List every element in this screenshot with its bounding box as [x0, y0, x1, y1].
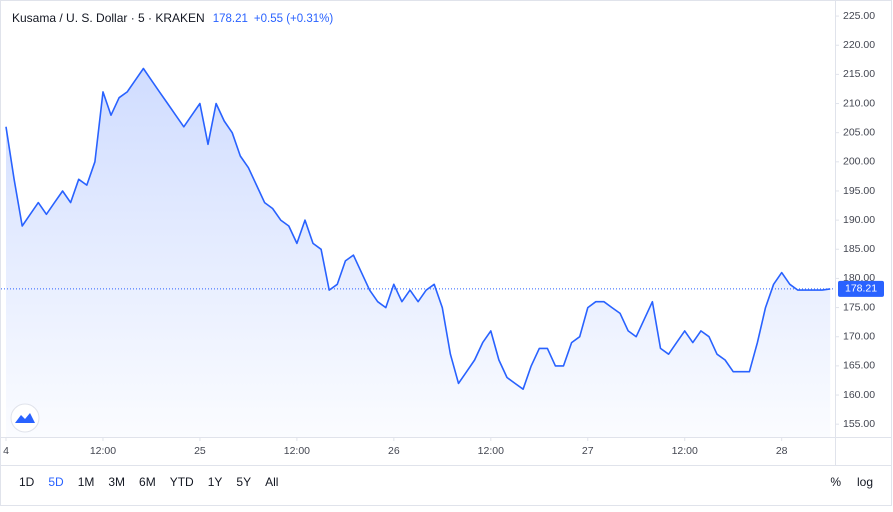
last-price-label: 178.21: [845, 283, 877, 295]
y-tick-label: 155.00: [843, 418, 875, 430]
range-button[interactable]: 3M: [108, 475, 125, 489]
y-tick-label: 185.00: [843, 243, 875, 255]
y-tick-label: 195.00: [843, 185, 875, 197]
y-tick-label: 200.00: [843, 156, 875, 168]
last-price-badge: [838, 280, 884, 297]
x-tick-label: 12:00: [672, 445, 698, 457]
y-tick-label: 215.00: [843, 68, 875, 80]
x-tick-label: 12:00: [284, 445, 310, 457]
range-button[interactable]: 5Y: [236, 475, 251, 489]
range-button[interactable]: 5D: [48, 475, 64, 489]
y-tick-label: 205.00: [843, 126, 875, 138]
y-tick-label: 225.00: [843, 10, 875, 22]
symbol-title: Kusama / U. S. Dollar · 5 · KRAKEN: [12, 11, 205, 25]
scale-button[interactable]: log: [857, 475, 873, 489]
logo: [10, 403, 40, 433]
header-change: +0.55 (+0.31%): [254, 13, 333, 25]
x-tick-label: 12:00: [478, 445, 504, 457]
y-tick-label: 170.00: [843, 331, 875, 343]
header-price: 178.21: [213, 13, 248, 25]
price-line: [5, 67, 831, 390]
y-tick-label: 175.00: [843, 301, 875, 313]
area-fill: [6, 68, 831, 437]
scale-button[interactable]: %: [830, 475, 841, 489]
range-button[interactable]: 1Y: [208, 475, 223, 489]
x-tick-label: 4: [3, 445, 9, 457]
y-tick-label: 190.00: [843, 214, 875, 226]
range-button[interactable]: 1D: [19, 475, 35, 489]
x-tick-label: 27: [582, 445, 594, 457]
range-button[interactable]: 1M: [78, 475, 95, 489]
y-tick-label: 160.00: [843, 389, 875, 401]
x-tick-label: 28: [776, 445, 788, 457]
plot: [5, 67, 831, 437]
range-button[interactable]: All: [265, 475, 278, 489]
x-tick-label: 25: [194, 445, 206, 457]
y-tick-label: 210.00: [843, 97, 875, 109]
x-tick-label: 12:00: [90, 445, 116, 457]
range-button[interactable]: 6M: [139, 475, 156, 489]
range-button[interactable]: YTD: [170, 475, 194, 489]
y-tick-label: 165.00: [843, 360, 875, 372]
x-tick-label: 26: [388, 445, 400, 457]
y-tick-label: 220.00: [843, 39, 875, 51]
